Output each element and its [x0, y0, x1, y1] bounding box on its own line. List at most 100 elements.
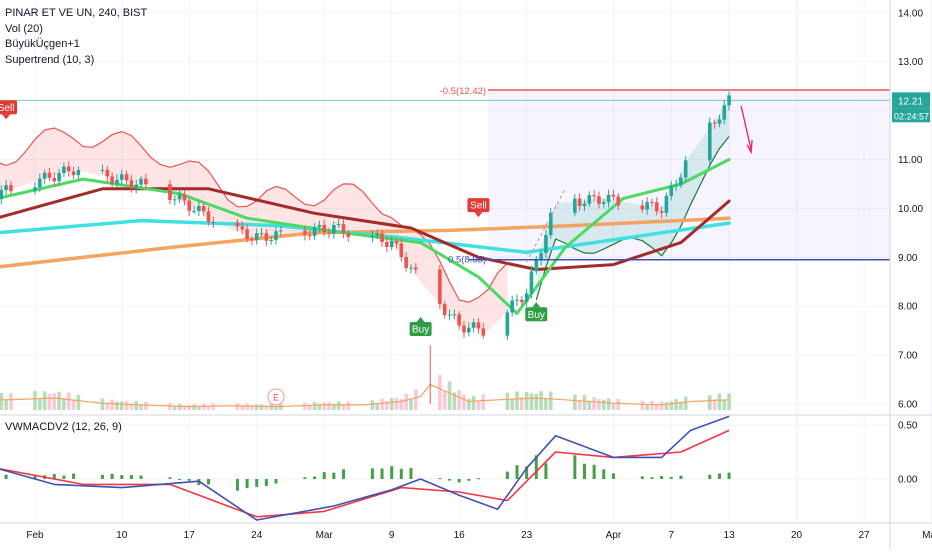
candle-body	[206, 211, 211, 222]
volume-bar	[187, 405, 192, 410]
volume-bar	[573, 394, 577, 410]
volume-bar	[674, 399, 678, 410]
candle-body	[413, 267, 418, 270]
candle-body	[332, 225, 336, 234]
earnings-marker[interactable]	[267, 388, 285, 406]
volume-bar	[476, 400, 481, 410]
candle-body	[544, 235, 548, 253]
macd-histogram-bar	[313, 476, 317, 479]
volume-bar	[409, 399, 413, 410]
macd-macd-line	[0, 415, 730, 521]
macd-histogram-bar	[178, 479, 182, 480]
volume-bar	[322, 402, 326, 410]
volume-bar	[510, 399, 514, 410]
candle-body	[259, 233, 264, 235]
volume-bar	[206, 406, 211, 410]
volume-bar	[505, 392, 510, 410]
macd-legend[interactable]: VWMACDV2 (12, 26, 9)	[5, 421, 122, 433]
macd-histogram-bar	[660, 475, 664, 479]
last-price-badge[interactable]	[892, 92, 930, 109]
fib-zone	[488, 90, 890, 260]
candle-body	[481, 328, 486, 336]
candle-body	[110, 176, 114, 184]
indicator-triangle-label[interactable]: BüyükÜçgen+1	[5, 38, 80, 50]
candle-body	[529, 271, 534, 294]
main-legend: PINAR ET VE UN, 240, BIST Vol (20) Büyük…	[5, 6, 147, 68]
macd-histogram-bar	[669, 477, 673, 479]
candle-body	[76, 170, 81, 176]
candle-body	[346, 233, 351, 237]
macd-histogram-bar	[390, 466, 394, 479]
macd-histogram-bar	[727, 472, 731, 479]
macd-histogram-bar	[303, 477, 307, 479]
volume-bar	[717, 393, 722, 410]
signal-buy-label: Buy	[412, 324, 429, 335]
candle-body	[664, 195, 669, 213]
last-price-label: 12.21	[898, 96, 923, 107]
volume-bar	[71, 399, 76, 410]
macd-histogram-bar	[341, 469, 345, 479]
candle-body	[139, 178, 143, 185]
volume-bar	[467, 398, 471, 410]
candle-body	[100, 169, 105, 171]
volume-bar	[616, 398, 621, 410]
candle-body	[389, 241, 394, 248]
signal-sell-badge[interactable]	[467, 198, 490, 213]
candle-body	[144, 178, 148, 185]
time-tick-label: 17	[184, 530, 196, 541]
signal-buy-badge[interactable]	[409, 321, 432, 336]
candle-body	[654, 202, 659, 212]
indicator-volume-label[interactable]: Vol (20)	[5, 22, 43, 35]
macd-histogram-bar	[525, 466, 529, 479]
volume-bar	[100, 398, 105, 410]
price-tick-label: 11.00	[898, 155, 923, 166]
volume-bar	[62, 398, 66, 410]
volume-bar	[327, 402, 331, 410]
volume-bar	[520, 397, 524, 410]
signal-buy-badge[interactable]	[525, 307, 548, 322]
volume-bar	[592, 396, 596, 410]
volume-bar	[539, 391, 543, 410]
volume-bar	[144, 401, 148, 410]
chart-title[interactable]: PINAR ET VE UN, 240, BIST	[5, 7, 148, 19]
signal-sell-badge[interactable]	[0, 100, 18, 115]
macd-histogram-bar	[602, 469, 606, 479]
candle-body	[38, 178, 42, 188]
volume-bar	[9, 393, 13, 410]
candle-body	[245, 229, 249, 240]
indicator-supertrend-label[interactable]: Supertrend (10, 3)	[5, 53, 95, 66]
signal-sell-label: Sell	[0, 103, 14, 114]
candle-body	[124, 174, 129, 181]
time-tick-label: 20	[791, 530, 803, 541]
volume-bar	[336, 401, 341, 410]
macd-histogram-bar	[505, 471, 509, 479]
candle-body	[57, 173, 61, 182]
candle-body	[52, 177, 57, 182]
candle-body	[717, 119, 722, 124]
volume-bar	[645, 403, 649, 410]
candle-body	[42, 172, 47, 179]
down-arrow-head	[746, 139, 753, 155]
price-tick-label: 9.00	[898, 253, 918, 264]
candle-body	[462, 325, 466, 333]
candle-body	[0, 189, 4, 200]
price-tick-label: 7.00	[898, 351, 918, 362]
macd-histogram-bar	[409, 468, 413, 479]
volume-bar	[139, 404, 143, 410]
time-tick-label: 13	[724, 530, 736, 541]
supertrend-down-line	[0, 127, 508, 303]
candle-body	[452, 314, 457, 316]
volume-bar	[115, 401, 119, 410]
macd-histogram-bar	[380, 468, 384, 479]
volume-bar	[312, 402, 317, 410]
candle-body	[307, 235, 312, 237]
volume-bar	[168, 403, 172, 410]
candle-body	[115, 179, 119, 184]
candle-body	[457, 314, 461, 326]
candle-body	[4, 185, 8, 190]
macd-histogram-bar	[332, 472, 336, 479]
